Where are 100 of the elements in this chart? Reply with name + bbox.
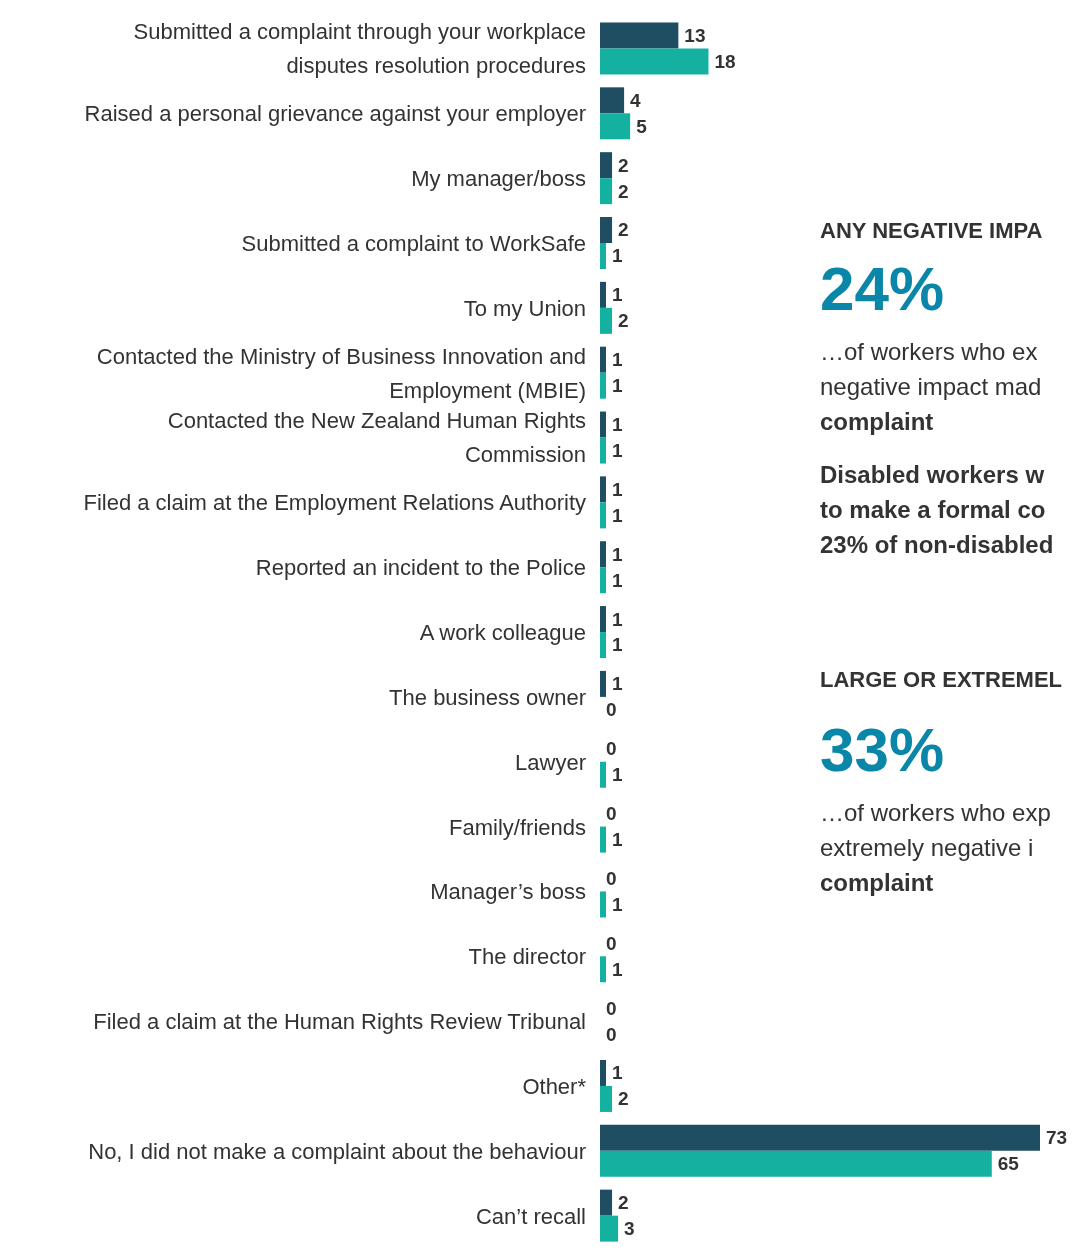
y-tick-label: No, I did not make a complaint about the behaviour xyxy=(88,1138,586,1164)
annotation: LARGE OR EXTREMEL xyxy=(820,666,1063,694)
bar xyxy=(600,1150,992,1177)
data-label: 1 xyxy=(612,958,624,980)
y-tick-label: To my Union xyxy=(463,295,586,321)
y-tick-label: Filed a claim at the Employment Relations Authority xyxy=(83,489,586,515)
data-label: 2 xyxy=(618,180,629,202)
bar xyxy=(600,346,607,373)
data-label: 1 xyxy=(612,608,624,630)
data-label: 1 xyxy=(612,414,624,436)
bar xyxy=(600,1215,619,1242)
data-label: 2 xyxy=(618,1192,629,1214)
annotation: 23% of non-disabled xyxy=(820,530,1055,560)
annotation: Disabled workers w xyxy=(820,460,1046,490)
bar xyxy=(600,22,679,49)
bar xyxy=(600,307,613,334)
bar xyxy=(600,1059,607,1086)
annotation: complaint xyxy=(820,407,935,437)
bar xyxy=(600,956,607,983)
annotation: 33% xyxy=(820,715,946,785)
y-tick-label: Contacted the New Zealand Human Rights Commission xyxy=(167,407,586,467)
bar xyxy=(600,502,607,529)
data-label: 0 xyxy=(606,699,617,721)
bar xyxy=(600,761,607,788)
data-label: 1 xyxy=(612,478,624,500)
bar xyxy=(600,178,613,205)
annotation: negative impact mad xyxy=(820,372,1043,402)
bar xyxy=(600,372,607,399)
data-label: 5 xyxy=(636,115,648,137)
bar xyxy=(600,891,607,918)
y-tick-label: Can’t recall xyxy=(475,1203,586,1229)
bar xyxy=(600,541,607,568)
bar xyxy=(600,243,607,270)
annotation: …of workers who ex xyxy=(820,337,1039,367)
data-label: 3 xyxy=(624,1218,635,1240)
y-tick-label: My manager/boss xyxy=(411,165,586,191)
bar xyxy=(600,606,607,633)
bar xyxy=(600,567,607,594)
data-label: 1 xyxy=(612,673,624,695)
data-label: 1 xyxy=(612,828,624,850)
y-tick-label: Lawyer xyxy=(515,749,586,775)
bar xyxy=(600,476,607,503)
annotation: complaint xyxy=(820,868,935,898)
data-label: 1 xyxy=(612,245,624,267)
bar xyxy=(600,1124,1040,1151)
bar xyxy=(600,217,613,244)
bar xyxy=(600,87,625,114)
annotation: ANY NEGATIVE IMPA xyxy=(820,217,1044,245)
data-label: 0 xyxy=(606,803,617,825)
y-tick-label: The business owner xyxy=(389,684,586,710)
bar xyxy=(600,1189,613,1216)
data-label: 1 xyxy=(612,349,624,371)
bar xyxy=(600,632,607,659)
data-label: 2 xyxy=(618,1088,629,1110)
data-label: 1 xyxy=(612,1062,624,1084)
y-tick-label: Submitted a complaint to WorkSafe xyxy=(241,230,586,256)
bar xyxy=(600,670,607,697)
y-tick-label: Submitted a complaint through your workplace disputes resolution procedures xyxy=(133,18,586,78)
y-tick-label: A work colleague xyxy=(419,619,586,645)
bar xyxy=(600,152,613,179)
bar xyxy=(600,826,607,853)
bar xyxy=(600,113,631,140)
data-label: 1 xyxy=(612,893,624,915)
data-label: 2 xyxy=(618,310,629,332)
data-label: 13 xyxy=(684,24,706,46)
data-label: 2 xyxy=(618,219,629,241)
data-label: 0 xyxy=(606,867,617,889)
data-label: 0 xyxy=(606,932,617,954)
annotation: 24% xyxy=(820,254,946,324)
data-label: 1 xyxy=(612,504,624,526)
data-label: 1 xyxy=(612,543,624,565)
y-tick-label: Contacted the Ministry of Business Innovation and Employment (MBIE) xyxy=(96,343,586,403)
annotation: to make a formal co xyxy=(820,495,1047,525)
y-tick-label: The director xyxy=(468,943,586,969)
bar xyxy=(600,48,709,75)
data-label: 18 xyxy=(714,50,736,72)
data-label: 0 xyxy=(606,1023,617,1045)
bar xyxy=(600,411,607,438)
annotation: …of workers who exp xyxy=(820,798,1052,828)
y-tick-label: Filed a claim at the Human Rights Review Tribunal xyxy=(93,1008,586,1034)
bar xyxy=(600,281,607,308)
data-label: 4 xyxy=(630,89,642,111)
y-tick-label: Reported an incident to the Police xyxy=(255,554,586,580)
data-label: 2 xyxy=(618,154,629,176)
bar xyxy=(600,1085,613,1112)
annotation: extremely negative i xyxy=(820,833,1035,863)
data-label: 73 xyxy=(1046,1127,1068,1149)
data-label: 1 xyxy=(612,764,624,786)
data-label: 1 xyxy=(612,634,624,656)
data-label: 65 xyxy=(997,1153,1020,1175)
data-label: 0 xyxy=(606,997,617,1019)
data-label: 1 xyxy=(612,284,624,306)
y-tick-label: Raised a personal grievance against your employer xyxy=(84,100,586,126)
y-tick-label: Manager’s boss xyxy=(430,878,586,904)
data-label: 0 xyxy=(606,738,617,760)
y-tick-label: Other* xyxy=(522,1073,587,1099)
y-tick-label: Family/friends xyxy=(449,814,586,840)
data-label: 1 xyxy=(612,375,624,397)
data-label: 1 xyxy=(612,569,624,591)
bar xyxy=(600,437,607,464)
